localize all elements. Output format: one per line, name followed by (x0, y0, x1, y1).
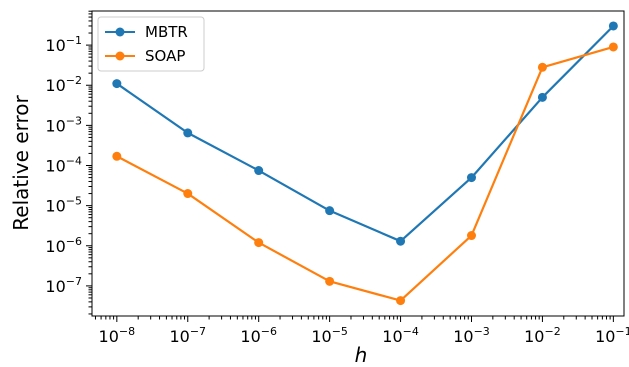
x-tick-label: 10−2 (524, 325, 561, 346)
series-soap-line (116, 45, 614, 302)
y-tick-label-base: 10 (45, 197, 65, 216)
y-tick-label-exponent: −7 (66, 275, 82, 288)
series-soap-point (396, 296, 406, 306)
series-soap-point (466, 231, 476, 241)
series-mbtr-point (254, 166, 264, 176)
legend-mbtr-marker (115, 27, 125, 37)
series-mbtr-point (537, 92, 547, 102)
series-soap-point (537, 62, 547, 72)
series-mbtr-point (466, 173, 476, 183)
y-tick-label: 10−4 (45, 155, 82, 176)
y-tick-label-exponent: −5 (66, 195, 82, 208)
series-mbtr-point (112, 79, 122, 89)
series-mbtr-point (325, 206, 335, 216)
y-tick-label-exponent: −6 (66, 235, 82, 248)
series-soap-point (608, 42, 618, 52)
y-tick-label-base: 10 (45, 277, 65, 296)
y-axis-label: Relative error (9, 95, 33, 231)
x-tick-label-base: 10 (453, 327, 473, 346)
y-tick-label: 10−5 (45, 195, 82, 216)
y-tick-label: 10−6 (45, 235, 82, 256)
series-mbtr-point (396, 236, 406, 246)
x-tick-label-exponent: −8 (119, 325, 135, 338)
x-tick-label: 10−5 (311, 325, 348, 346)
x-tick-label-base: 10 (382, 327, 402, 346)
series-mbtr-point (183, 128, 193, 138)
x-tick-label-base: 10 (311, 327, 331, 346)
x-tick-label-exponent: −5 (332, 325, 348, 338)
y-tick-label-base: 10 (45, 36, 65, 55)
x-tick-label-exponent: −3 (474, 325, 490, 338)
x-tick-label-base: 10 (169, 327, 189, 346)
y-tick-label-base: 10 (45, 237, 65, 256)
y-tick-label-exponent: −3 (66, 114, 82, 127)
x-tick-label-exponent: −6 (261, 325, 277, 338)
series-soap-point (112, 151, 122, 161)
y-tick-label-exponent: −4 (66, 155, 82, 168)
legend: MBTR SOAP (97, 16, 205, 72)
series-mbtr-line (116, 25, 615, 243)
x-tick-label-base: 10 (524, 327, 544, 346)
x-axis-label: h (355, 343, 368, 367)
y-tick-label: 10−7 (45, 275, 82, 296)
series-mbtr-point (608, 21, 618, 31)
legend-soap-label: SOAP (145, 47, 185, 65)
x-tick-label: 10−1 (595, 325, 629, 346)
series-layer (112, 21, 618, 306)
y-tick-label-exponent: −2 (66, 74, 82, 87)
y-axis-ticks: 10−710−610−510−410−310−210−1 (45, 10, 92, 315)
x-tick-label-base: 10 (240, 327, 260, 346)
x-tick-label-exponent: −1 (615, 325, 629, 338)
y-tick-label: 10−1 (45, 34, 82, 55)
legend-frame (97, 16, 205, 72)
x-tick-label: 10−4 (382, 325, 419, 346)
x-tick-label-exponent: −4 (403, 325, 419, 338)
x-tick-label: 10−7 (169, 325, 206, 346)
y-tick-label-base: 10 (45, 76, 65, 95)
y-tick-label-exponent: −1 (66, 34, 82, 47)
x-tick-label: 10−8 (99, 325, 136, 346)
series-soap-point (183, 189, 193, 199)
x-tick-label-base: 10 (595, 327, 615, 346)
legend-soap-marker (115, 51, 125, 61)
series-soap-point (254, 238, 264, 248)
y-tick-label-base: 10 (45, 157, 65, 176)
series-soap-point (325, 276, 335, 286)
legend-mbtr-label: MBTR (145, 23, 188, 41)
x-tick-label: 10−3 (453, 325, 490, 346)
x-tick-label: 10−6 (240, 325, 277, 346)
x-tick-label-exponent: −2 (544, 325, 560, 338)
x-axis-ticks: 10−8 10−7 10−6 10−5 10−4 10−3 10−2 10−1 (94, 316, 629, 346)
y-tick-label: 10−2 (45, 74, 82, 95)
y-tick-label-base: 10 (45, 116, 65, 135)
x-tick-label-exponent: −7 (190, 325, 206, 338)
y-tick-label: 10−3 (45, 114, 82, 135)
x-tick-label-base: 10 (99, 327, 119, 346)
